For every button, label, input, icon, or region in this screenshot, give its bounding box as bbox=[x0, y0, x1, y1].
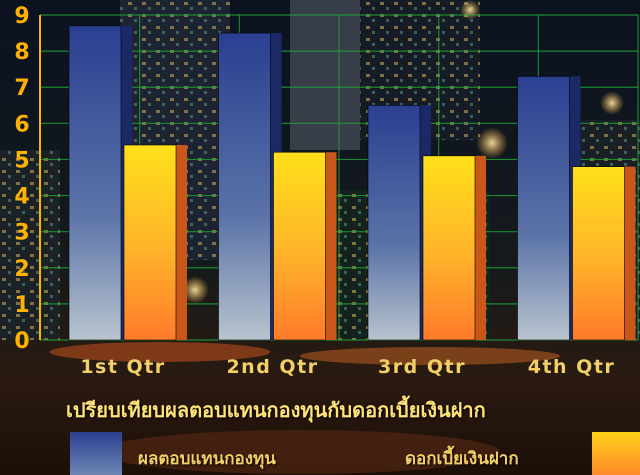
bar-side-1-1 bbox=[325, 152, 337, 340]
x-axis-categories: 1st Qtr 2nd Qtr 3rd Qtr 4th Qtr bbox=[80, 356, 616, 378]
legend-item-fund: ผลตอบแทนกองทุน bbox=[70, 428, 370, 475]
bar-deposit-3 bbox=[572, 166, 625, 341]
bars bbox=[68, 25, 636, 341]
bar-side-1-3 bbox=[624, 166, 636, 340]
bar-fund-0 bbox=[68, 25, 122, 341]
y-tick-label-0: 0 bbox=[14, 329, 29, 354]
y-tick-label-5: 5 bbox=[14, 148, 29, 173]
bar-fund-1 bbox=[218, 32, 271, 341]
x-category-label-3: 4th Qtr bbox=[528, 356, 616, 378]
legend-label-fund: ผลตอบแทนกองทุน bbox=[138, 449, 276, 469]
x-category-label-0: 1st Qtr bbox=[80, 356, 165, 378]
y-tick-label-1: 1 bbox=[14, 293, 29, 318]
y-tick-label-2: 2 bbox=[14, 257, 29, 282]
bar-deposit-0 bbox=[123, 144, 177, 341]
y-tick-label-6: 6 bbox=[14, 112, 29, 137]
bar-deposit-2 bbox=[422, 155, 476, 341]
bar-deposit-1 bbox=[273, 151, 326, 341]
legend-item-deposit: ดอกเบี้ยเงินฝาก bbox=[405, 428, 640, 475]
x-category-label-2: 3rd Qtr bbox=[378, 356, 466, 378]
y-tick-label-9: 9 bbox=[14, 4, 29, 29]
bar-side-1-2 bbox=[475, 155, 486, 340]
legend-label-deposit: ดอกเบี้ยเงินฝาก bbox=[405, 449, 519, 469]
chart-title: เปรียบเทียบผลตอบแทนกองทุนกับดอกเบี้ยเงิน… bbox=[66, 398, 486, 422]
y-tick-label-3: 3 bbox=[14, 221, 29, 246]
bar-side-1-0 bbox=[176, 145, 187, 340]
y-tick-label-7: 7 bbox=[14, 76, 29, 101]
y-axis-ticks: 0 1 2 3 4 5 6 7 8 9 bbox=[14, 4, 29, 354]
bar-fund-3 bbox=[517, 76, 570, 341]
legend-swatch-deposit bbox=[592, 432, 640, 475]
bar-fund-2 bbox=[367, 104, 421, 341]
y-tick-label-4: 4 bbox=[14, 185, 29, 210]
y-tick-label-8: 8 bbox=[14, 40, 29, 65]
x-category-label-1: 2nd Qtr bbox=[226, 356, 318, 378]
legend-swatch-fund bbox=[70, 432, 122, 475]
